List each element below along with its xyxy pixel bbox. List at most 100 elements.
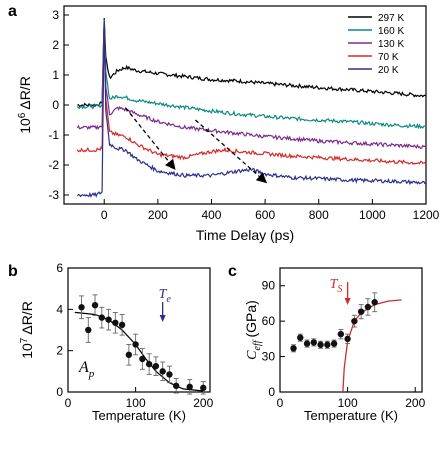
data-point	[351, 317, 358, 325]
legend-label: 297 K	[378, 13, 404, 24]
data-point	[152, 362, 160, 370]
data-point	[357, 308, 365, 315]
panel-b-ylabel: 107ΔR/R	[19, 301, 35, 359]
panel-b-ap-annotation: Ap	[78, 359, 95, 380]
panel-a-arrows	[125, 107, 268, 184]
panel-a-y-tick-label: 2	[52, 38, 59, 52]
panel-b-xlabel: Temperature (K)	[92, 408, 186, 423]
panel-b-te-marker: Te	[159, 287, 172, 322]
data-point	[303, 340, 311, 347]
panel-a-series	[76, 17, 427, 198]
series-line-160k	[76, 19, 427, 130]
panel-c-fit-curve	[342, 299, 402, 393]
data-point	[344, 335, 351, 343]
panel-b-y-tick-label: 0	[56, 385, 63, 399]
panel-a-y-tick-label: 3	[52, 8, 59, 22]
panel-a-y-tick-label: -1	[48, 128, 59, 142]
panel-c-x-tick-label: 200	[405, 396, 425, 410]
panel-b-axes: 0 100 200 0 2 4 6	[56, 261, 213, 410]
panel-c: c 0 100 200 0 30 60 90 TS Temperature (K) Ceff…	[228, 263, 426, 423]
data-point	[125, 351, 133, 358]
panel-c-y-tick-label: 90	[262, 279, 276, 293]
data-point	[85, 326, 92, 334]
panel-b-y-tick-label: 4	[56, 302, 63, 316]
series-line-70k	[76, 20, 427, 165]
data-point	[105, 316, 112, 323]
panel-a-xlabel: Time Delay (ps)	[196, 227, 294, 243]
panel-b-points	[78, 294, 207, 395]
data-point	[91, 302, 99, 309]
panel-c-axes: 0 100 200 0 30 60 90	[262, 279, 426, 410]
panel-c-points	[290, 292, 378, 353]
dashed-arrow	[125, 107, 176, 171]
panel-a-y-tick-label: -2	[48, 158, 59, 172]
data-point	[118, 321, 126, 329]
data-point	[139, 355, 146, 363]
te-label: Te	[159, 287, 172, 305]
panel-c-ts-marker: TS	[330, 277, 351, 305]
panel-c-x-tick-label: 100	[338, 396, 358, 410]
panel-b-y-tick-label: 6	[56, 261, 63, 275]
legend-label: 20 K	[378, 65, 399, 76]
panel-c-y-tick-label: 30	[262, 350, 276, 364]
panel-c-x-tick-label: 0	[277, 396, 284, 410]
panel-b-x-tick-label: 100	[126, 396, 146, 410]
data-point	[297, 334, 304, 341]
data-point	[364, 303, 372, 311]
panel-c-label: c	[228, 263, 237, 280]
panel-b-y-tick-label: 2	[56, 344, 63, 358]
data-point	[145, 360, 153, 368]
data-point	[200, 384, 207, 392]
data-point	[166, 371, 173, 378]
panel-c-y-tick-label: 0	[268, 385, 275, 399]
panel-a-y-tick-label: 0	[52, 98, 59, 112]
fit-curve	[342, 299, 402, 393]
panel-b-frame	[67, 267, 211, 393]
data-point	[186, 383, 193, 391]
legend-label: 160 K	[378, 26, 404, 37]
legend-label: 130 K	[378, 39, 404, 50]
panel-b: b 0 100 200 0 2 4 6 Te Ap Temperature (K) 107Δ…	[8, 261, 214, 423]
ts-arrow-head	[344, 298, 351, 305]
panel-b-label: b	[8, 263, 18, 280]
panel-a-legend: 297 K 160 K 130 K 70 K 20 K	[348, 13, 404, 76]
data-point	[324, 341, 331, 348]
panel-a-label: a	[8, 3, 17, 20]
data-point	[172, 382, 180, 389]
series-line-297k	[77, 17, 427, 108]
data-point	[78, 304, 85, 311]
panel-a: a 0 200 400 600 800 1000 1200 -3 -2 -1 0 1 2 3 297 K 1…	[8, 3, 440, 243]
data-point	[317, 341, 324, 348]
ts-label: TS	[330, 277, 343, 295]
data-point	[337, 330, 345, 338]
panel-a-y-tick-label: 1	[52, 68, 59, 82]
series-line-20k	[76, 20, 427, 198]
data-point	[290, 345, 297, 352]
panel-b-x-tick-label: 200	[193, 396, 213, 410]
data-point	[371, 299, 378, 306]
panel-a-frame	[63, 5, 427, 205]
panel-c-frame	[279, 267, 423, 393]
panel-b-x-tick-label: 0	[65, 396, 72, 410]
panel-a-y-tick-label: -3	[48, 188, 59, 202]
panel-c-xlabel: Temperature (K)	[304, 408, 398, 423]
panel-a-x-tick-label: 1000	[359, 208, 386, 222]
data-point	[132, 341, 139, 348]
panel-a-x-tick-label: 1200	[413, 208, 440, 222]
panel-c-y-tick-label: 60	[262, 314, 276, 328]
panel-a-x-tick-label: 800	[309, 208, 329, 222]
data-point	[310, 339, 318, 346]
panel-a-axes: 0 200 400 600 800 1000 1200 -3 -2 -1 0 1 2 3	[48, 8, 439, 222]
panel-a-x-tick-label: 600	[255, 208, 275, 222]
panel-a-x-tick-label: 400	[201, 208, 221, 222]
data-point	[159, 368, 166, 375]
series-line-130k	[76, 20, 427, 150]
panel-a-ylabel: 106ΔR/R	[17, 76, 33, 134]
data-point	[98, 314, 106, 321]
legend-label: 70 K	[378, 52, 399, 63]
data-point	[112, 319, 119, 326]
dashed-arrow	[194, 119, 268, 184]
panel-c-ylabel: Ceff(GPa)	[243, 300, 263, 360]
data-point	[330, 340, 338, 347]
